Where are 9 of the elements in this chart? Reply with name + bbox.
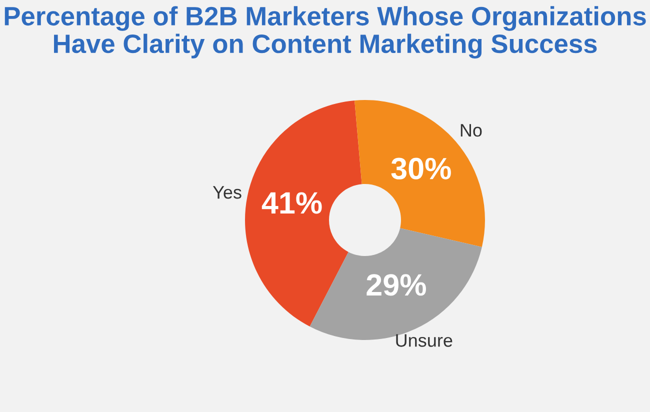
slice-label: No bbox=[460, 124, 482, 137]
data-label: 41% bbox=[262, 192, 322, 214]
donut-slice bbox=[245, 100, 362, 327]
data-label: 30% bbox=[391, 158, 451, 180]
slice-label: Yes bbox=[212, 186, 242, 199]
data-label: 29% bbox=[366, 274, 426, 296]
slice-label: Unsure bbox=[396, 334, 452, 347]
donut-slice bbox=[354, 100, 485, 247]
chart-title: Percentage of B2B Marketers Whose Organizations Have Clarity on Content Marketing Success bbox=[4, 6, 646, 58]
